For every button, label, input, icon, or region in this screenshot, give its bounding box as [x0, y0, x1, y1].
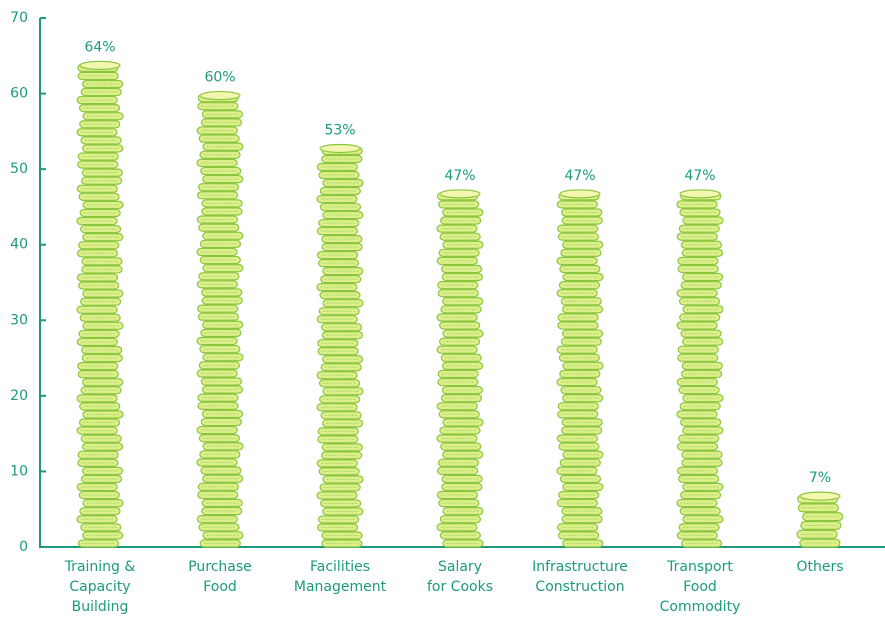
x-tick-label: Construction [535, 579, 624, 595]
x-tick-label: Purchase [188, 559, 252, 575]
value-label: 47% [444, 168, 475, 184]
y-tick-label: 60 [10, 86, 28, 102]
value-label: 47% [684, 168, 715, 184]
value-label: 60% [204, 70, 235, 86]
value-label: 47% [564, 168, 595, 184]
value-label: 53% [324, 122, 355, 138]
coin-top [559, 189, 601, 199]
y-tick-label: 0 [19, 539, 28, 555]
x-tick-label: Salary [438, 559, 482, 575]
x-tick-label: Building [72, 599, 129, 615]
y-tick-label: 30 [10, 312, 28, 328]
x-tick-label: Capacity [69, 579, 130, 595]
coin-stack [196, 90, 244, 548]
y-tick-label: 20 [10, 388, 28, 404]
coin-top [799, 491, 841, 501]
coin-top [439, 189, 481, 199]
coin-stack [796, 491, 844, 548]
x-tick-label: Commodity [660, 599, 741, 615]
x-tick-label: Infrastructure [532, 559, 628, 575]
x-tick-label: Facilities [310, 559, 370, 575]
x-tick-label: Food [203, 579, 237, 595]
coin-stack [76, 60, 124, 548]
y-tick-label: 70 [10, 10, 28, 26]
x-tick-label: Others [796, 559, 843, 575]
coin-top [199, 90, 241, 101]
y-tick-label: 40 [10, 237, 28, 253]
y-tick-label: 50 [10, 161, 28, 177]
value-label: 7% [809, 470, 831, 486]
coin-top [79, 60, 121, 70]
coin-stack [676, 189, 724, 548]
y-tick-label: 10 [10, 463, 28, 479]
x-tick-label: Transport [666, 559, 733, 575]
x-tick-label: Food [683, 579, 717, 595]
value-label: 64% [84, 39, 115, 55]
x-tick-label: Training & [64, 559, 136, 575]
x-tick-label: for Cooks [427, 579, 493, 595]
coin-top [679, 189, 721, 199]
coin-stack [556, 189, 604, 548]
x-tick-label: Management [294, 579, 387, 595]
coin-top [319, 143, 361, 154]
coin-stack [436, 189, 484, 548]
coin-stack [316, 143, 364, 548]
